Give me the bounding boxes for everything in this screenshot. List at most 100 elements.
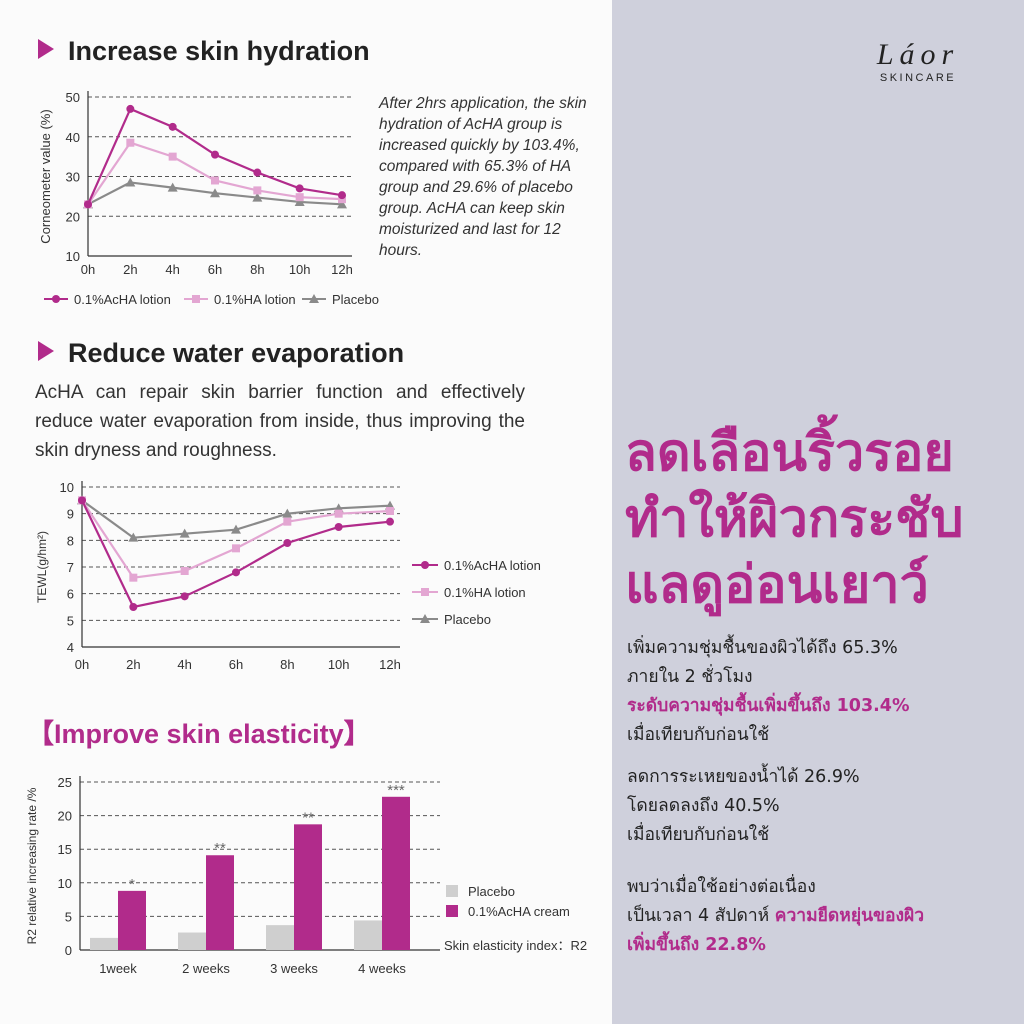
ha-point xyxy=(129,573,138,582)
placebo-bar xyxy=(178,932,206,950)
x-tick-label: 2h xyxy=(123,262,137,277)
triangle-bullet-icon xyxy=(38,39,54,59)
x-tick-label: 6h xyxy=(229,657,243,672)
y-tick-label: 5 xyxy=(67,613,74,628)
legend-label: 0.1%AcHA lotion xyxy=(74,292,171,307)
brand-logo: Láor SKINCARE xyxy=(868,38,968,84)
claim-line: เพิ่มความชุ่มชื้นของผิวได้ถึง 65.3% xyxy=(627,638,898,658)
x-tick-label: 6h xyxy=(208,262,222,277)
x-tick-label: 12h xyxy=(331,262,353,277)
legend-label: Placebo xyxy=(444,612,491,627)
ha-point xyxy=(192,295,200,303)
claim-highlight: เพิ่มขึ้นถึง 22.8% xyxy=(627,935,766,955)
significance-mark: *** xyxy=(387,782,405,799)
ha-point xyxy=(283,517,292,526)
x-tick-label: 3 weeks xyxy=(270,961,318,976)
y-tick-label: 10 xyxy=(60,480,74,495)
x-tick-label: 8h xyxy=(250,262,264,277)
achA-point xyxy=(338,191,346,200)
y-tick-label: 20 xyxy=(66,209,80,224)
x-tick-label: 1week xyxy=(99,961,137,976)
achA-point xyxy=(126,104,135,113)
placebo-point xyxy=(167,182,178,192)
hydration-line-chart: 10 20 30 40 50 0h 2h 4h 6h 8h 10h 12h Corneometer va… xyxy=(38,90,379,307)
y-tick-label: 15 xyxy=(58,842,72,857)
x-tick-label: 4 weeks xyxy=(358,961,406,976)
placebo-point xyxy=(252,192,263,202)
x-tick-label: 2h xyxy=(126,657,140,672)
x-tick-label: 12h xyxy=(379,657,401,672)
placebo-bar xyxy=(266,925,294,950)
thai-headline: ลดเลือนริ้วรอย ทำให้ผิวกระชับ แลดูอ่อนเย… xyxy=(625,420,1015,618)
achA-point xyxy=(386,517,394,526)
claim-line: เมื่อเทียบกับก่อนใช้ xyxy=(627,725,770,745)
legend-swatch-placebo xyxy=(446,885,458,897)
claim-line: พบว่าเมื่อใช้อย่างต่อเนื่อง xyxy=(627,877,816,897)
evaporation-claim: ลดการระเหยของน้ำได้ 26.9% โดยลดลงถึง 40.… xyxy=(627,763,1007,850)
y-tick-label: 4 xyxy=(67,640,74,655)
hydration-section-title: Increase skin hydration xyxy=(38,36,370,67)
achA-point xyxy=(283,539,292,547)
achA-point xyxy=(334,523,343,531)
ha-point xyxy=(295,193,304,202)
ha-point xyxy=(232,544,240,553)
achA-point xyxy=(295,184,304,193)
headline-line: แลดูอ่อนเยาว์ xyxy=(625,555,929,615)
y-tick-label: 50 xyxy=(66,90,80,105)
evaporation-section-title: Reduce water evaporation xyxy=(38,338,404,369)
x-tick-label: 4h xyxy=(165,262,179,277)
placebo-point xyxy=(179,528,190,538)
placebo-point xyxy=(420,614,430,623)
headline-line: ทำให้ผิวกระชับ xyxy=(625,489,964,549)
y-tick-label: 10 xyxy=(58,876,72,891)
achA-point xyxy=(253,168,262,177)
placebo-point xyxy=(210,188,220,198)
series-line-0 xyxy=(81,499,391,609)
legend-label: 0.1%AcHA cream xyxy=(468,904,570,919)
achA-bar xyxy=(382,796,410,950)
achA-point xyxy=(84,200,92,209)
claim-line: เป็นเวลา 4 สัปดาห์ ความยืดหยุ่นของผิว xyxy=(627,906,925,926)
elasticity-section-title: 【Improve skin elasticity】 xyxy=(27,719,371,749)
x-tick-label: 4h xyxy=(177,657,191,672)
y-tick-label: 25 xyxy=(58,775,72,790)
achA-point xyxy=(129,603,138,611)
achA-point xyxy=(168,122,177,131)
significance-mark: ** xyxy=(214,840,226,857)
x-tick-label: 0h xyxy=(81,262,95,277)
claim-line: ภายใน 2 ชั่วโมง xyxy=(627,667,753,687)
ha-point xyxy=(386,507,394,515)
y-axis-label: Corneometer value (%) xyxy=(38,109,53,243)
x-tick-label: 0h xyxy=(75,657,89,672)
claim-line: โดยลดลงถึง 40.5% xyxy=(627,796,780,816)
achA-point xyxy=(78,496,86,505)
placebo-point xyxy=(125,177,136,187)
achA-point xyxy=(421,561,429,569)
hydration-claim: เพิ่มความชุ่มชื้นของผิวได้ถึง 65.3% ภายใ… xyxy=(627,634,1007,750)
achA-bar xyxy=(206,855,234,950)
brand-name: Láor xyxy=(876,38,960,71)
legend-swatch-achA xyxy=(446,905,458,917)
placebo-point xyxy=(128,532,139,542)
brand-subtitle: SKINCARE xyxy=(879,72,957,84)
tewl-line-chart: 4 5 6 7 8 9 10 0h 2h 4h 6h 8h 10h 12h TEWL(g/hm²) 0.1%A… xyxy=(35,480,541,672)
series-line-1 xyxy=(81,499,391,579)
claim-highlight: ความยืดหยุ่นของผิว xyxy=(774,906,925,926)
legend-label: Placebo xyxy=(332,292,379,307)
ha-point xyxy=(180,567,189,575)
ha-point xyxy=(211,176,219,185)
chart-annotation: Skin elasticity index：R2 xyxy=(444,938,587,953)
achA-point xyxy=(52,295,60,303)
elasticity-claim: พบว่าเมื่อใช้อย่างต่อเนื่อง เป็นเวลา 4 ส… xyxy=(627,873,1007,960)
x-tick-label: 10h xyxy=(328,657,350,672)
elasticity-bar-chart: 0 5 10 15 20 25 R2 relative increasing rate /%… xyxy=(25,775,587,976)
ha-point xyxy=(421,588,429,596)
x-tick-label: 8h xyxy=(280,657,294,672)
legend-label: 0.1%AcHA lotion xyxy=(444,558,541,573)
triangle-bullet-icon xyxy=(38,341,54,361)
placebo-point xyxy=(231,524,241,534)
y-tick-label: 0 xyxy=(65,943,72,958)
achA-point xyxy=(180,592,189,601)
legend-label: 0.1%HA lotion xyxy=(214,292,296,307)
right-panel xyxy=(612,0,1024,1024)
